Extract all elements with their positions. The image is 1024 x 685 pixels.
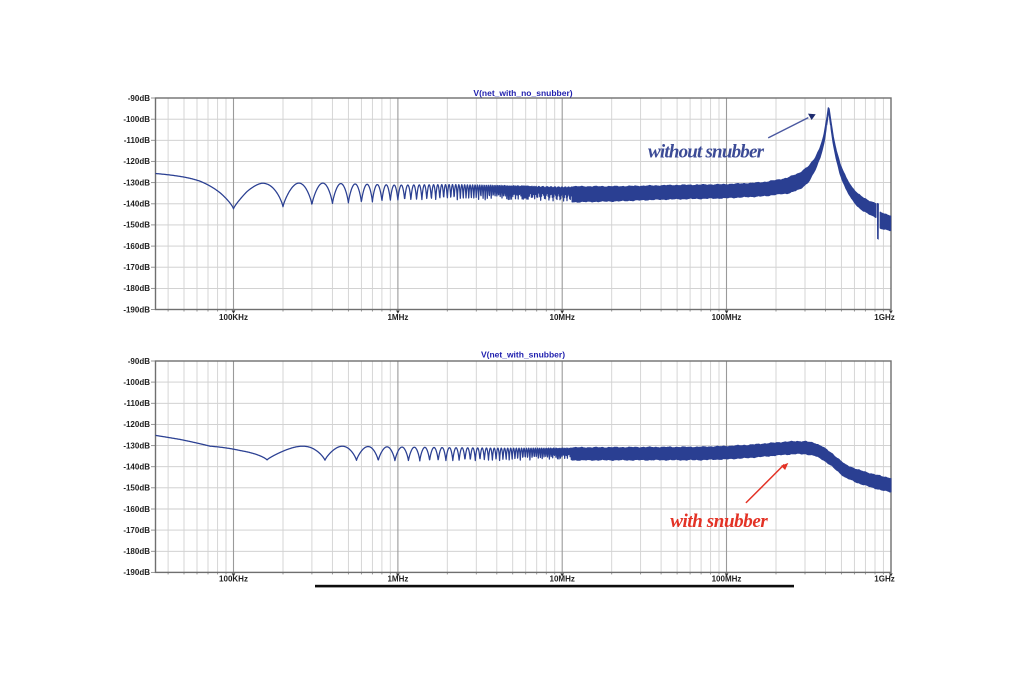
svg-text:-190dB: -190dB	[123, 305, 150, 314]
svg-text:1GHz: 1GHz	[874, 313, 894, 322]
svg-text:-180dB: -180dB	[123, 547, 150, 556]
svg-text:10MHz: 10MHz	[550, 313, 575, 322]
svg-text:-110dB: -110dB	[124, 136, 150, 145]
svg-text:1MHz: 1MHz	[387, 313, 408, 322]
svg-text:-120dB: -120dB	[123, 420, 150, 429]
svg-text:100KHz: 100KHz	[219, 313, 248, 322]
svg-text:-100dB: -100dB	[123, 378, 150, 387]
svg-text:-120dB: -120dB	[123, 157, 150, 166]
svg-text:-90dB: -90dB	[128, 94, 150, 103]
svg-text:100KHz: 100KHz	[219, 575, 248, 584]
svg-text:-170dB: -170dB	[123, 263, 150, 272]
svg-text:-110dB: -110dB	[124, 399, 150, 408]
svg-text:-150dB: -150dB	[123, 221, 150, 230]
svg-text:100MHz: 100MHz	[712, 313, 742, 322]
svg-text:-170dB: -170dB	[123, 526, 150, 535]
svg-text:V(net_with_no_snubber): V(net_with_no_snubber)	[473, 88, 572, 98]
svg-text:-90dB: -90dB	[128, 357, 150, 366]
svg-text:-100dB: -100dB	[123, 115, 150, 124]
svg-text:-180dB: -180dB	[123, 284, 150, 293]
svg-text:-160dB: -160dB	[123, 505, 150, 514]
svg-text:V(net_with_snubber): V(net_with_snubber)	[481, 350, 565, 360]
svg-text:-130dB: -130dB	[123, 178, 150, 187]
svg-text:1MHz: 1MHz	[387, 575, 408, 584]
svg-text:with snubber: with snubber	[670, 511, 768, 532]
svg-text:-140dB: -140dB	[123, 463, 150, 472]
svg-text:-140dB: -140dB	[123, 200, 150, 209]
svg-text:1GHz: 1GHz	[874, 575, 894, 584]
svg-text:-190dB: -190dB	[123, 568, 150, 577]
svg-text:-130dB: -130dB	[123, 441, 150, 450]
svg-text:10MHz: 10MHz	[550, 575, 575, 584]
svg-text:100MHz: 100MHz	[712, 575, 742, 584]
svg-text:-160dB: -160dB	[123, 242, 150, 251]
svg-text:without snubber: without snubber	[648, 142, 765, 163]
svg-text:-150dB: -150dB	[123, 484, 150, 493]
